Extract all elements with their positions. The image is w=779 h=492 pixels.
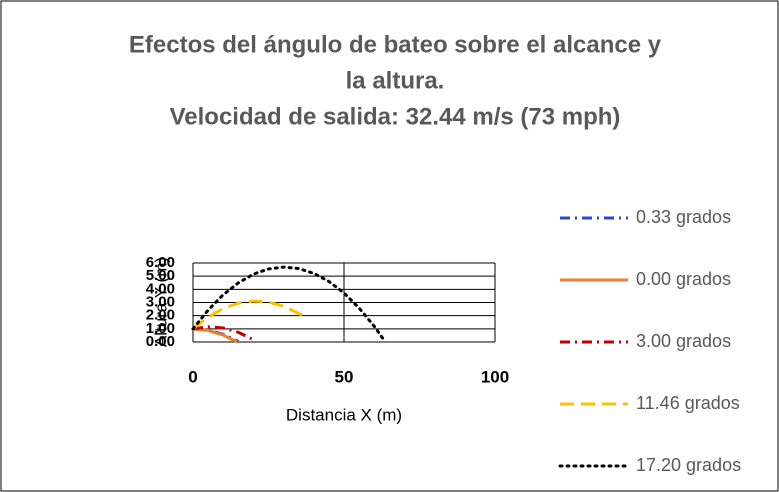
legend-label: 3.00 grados — [636, 331, 731, 351]
series-line — [192, 299, 309, 331]
y-tick-label: 3.00 — [146, 293, 175, 310]
legend-label: 11.46 grados — [636, 393, 740, 413]
legend-label: 17.20 grados — [636, 455, 741, 475]
x-tick-label: 50 — [335, 367, 354, 386]
chart-title: la altura. — [346, 67, 445, 94]
y-tick-label: 1.00 — [146, 320, 175, 337]
y-tick-label: 0.00 — [146, 333, 175, 350]
x-axis-title: Distancia X (m) — [286, 405, 402, 424]
legend-label: 0.33 grados — [636, 207, 731, 227]
y-tick-label: 5.00 — [146, 267, 175, 284]
y-axis-title: Altura Y (m) — [151, 257, 170, 347]
y-tick-label: 4.00 — [146, 280, 175, 297]
series-line — [192, 325, 255, 341]
series-line — [192, 327, 238, 344]
legend-label: 0.00 grados — [636, 269, 731, 289]
chart-title: Velocidad de salida: 32.44 m/s (73 mph) — [170, 103, 621, 130]
x-tick-label: 100 — [481, 367, 509, 386]
x-tick-label: 0 — [188, 367, 197, 386]
series-line — [191, 265, 387, 344]
y-tick-label: 2.00 — [146, 307, 175, 324]
y-tick-label: 6.00 — [146, 254, 175, 271]
chart-title: Efectos del ángulo de bateo sobre el alc… — [129, 31, 662, 58]
